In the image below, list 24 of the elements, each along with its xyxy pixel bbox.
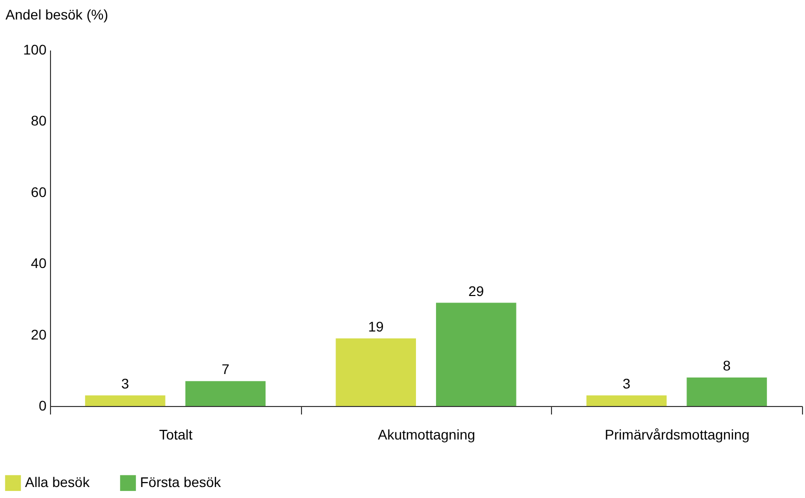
y-tick-label: 80	[30, 112, 47, 129]
x-tick-label: Primärvårdsmottagning	[604, 426, 750, 442]
y-tick-label: 60	[30, 184, 47, 200]
bar	[185, 381, 266, 406]
y-tick-label: 40	[30, 255, 47, 272]
bar	[85, 395, 166, 406]
y-tick-label: 20	[30, 326, 47, 342]
x-tick-label: Akutmottagning	[378, 426, 476, 442]
data-label: 29	[468, 282, 484, 299]
data-label: 8	[722, 358, 731, 374]
y-tick-label: 100	[23, 42, 47, 58]
legend-label: Första besök	[140, 474, 222, 490]
data-label: 19	[368, 318, 384, 334]
legend-label: Alla besök	[25, 474, 91, 490]
y-tick-label: 0	[38, 398, 47, 414]
bar	[436, 302, 516, 406]
data-label: 7	[222, 361, 230, 378]
x-tick-label: Totalt	[159, 426, 193, 442]
bar	[686, 378, 767, 406]
data-label: 3	[622, 375, 631, 392]
y-axis-title: Andel besök (%)	[6, 6, 108, 22]
data-label: 3	[121, 375, 130, 392]
bar	[586, 395, 667, 406]
bar	[336, 338, 416, 406]
